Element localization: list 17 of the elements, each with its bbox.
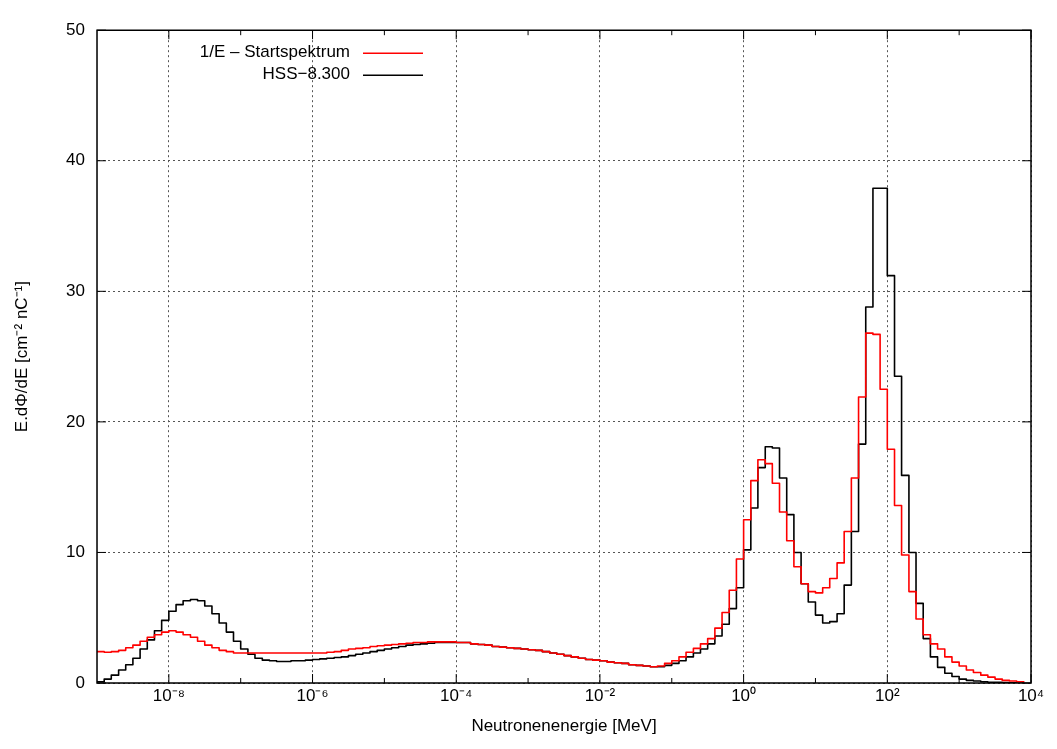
y-tick-label: 0 [75,672,85,692]
x-tick-label: 10⁻⁶ [296,685,329,705]
legend-label: HSS−8.300 [262,63,350,83]
x-tick-label: 10² [875,685,900,705]
x-tick-label: 10⁻⁸ [152,685,185,705]
y-tick-label: 50 [66,19,85,39]
x-tick-label: 10⁴ [1017,685,1045,705]
y-tick-label: 20 [66,411,85,431]
x-tick-label: 10⁰ [731,685,757,705]
x-axis-title: Neutronenenergie [MeV] [471,716,657,736]
legend-label: 1/E – Startspektrum [199,41,350,61]
y-tick-label: 40 [66,150,85,170]
x-tick-label: 10⁻⁴ [440,685,473,705]
y-tick-label: 30 [66,281,85,301]
y-axis-title: E.dΦ/dE [cm⁻² nC⁻¹] [11,280,31,433]
y-tick-label: 10 [66,542,85,562]
x-tick-label: 10⁻² [584,685,616,705]
